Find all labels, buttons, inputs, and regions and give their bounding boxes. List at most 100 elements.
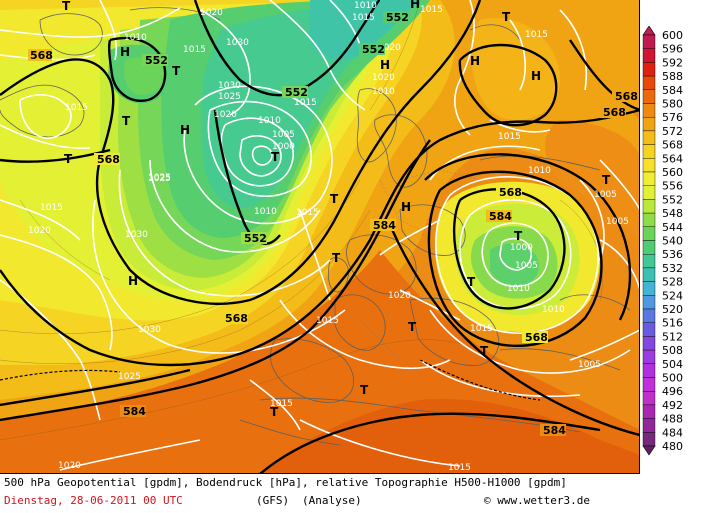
low-pressure-marker: T — [502, 10, 511, 24]
height-label: 552 — [142, 54, 168, 67]
caption-date: Dienstag, 28-06-2011 00 UTC — [4, 494, 183, 507]
field-cutoff-540 — [490, 243, 539, 286]
legend-swatch — [642, 418, 656, 433]
pressure-label: 1015 — [352, 13, 375, 23]
low-pressure-marker: T — [467, 275, 476, 289]
color-scale-legend: 600 596 592 588 584 580 576 572 568 564 560 556 552 5… — [640, 25, 704, 456]
pressure-label: 1030 — [125, 230, 148, 240]
pressure-label: 1015 — [270, 399, 293, 409]
legend-swatch — [642, 144, 656, 159]
pressure-label: 1005 — [515, 261, 538, 271]
legend-arrow-down — [642, 445, 656, 456]
pressure-label: 1015 — [296, 208, 319, 218]
svg-text:584: 584 — [543, 424, 566, 437]
height-label: 584 — [370, 219, 396, 232]
legend-swatch — [642, 158, 656, 173]
caption-description: 500 hPa Geopotential [gpdm], Bodendruck … — [4, 476, 567, 489]
svg-text:584: 584 — [123, 405, 146, 418]
legend-label: 576 — [662, 111, 683, 124]
pressure-label: 1010 — [507, 284, 530, 294]
legend-swatch — [642, 322, 656, 337]
legend-label: 488 — [662, 413, 683, 426]
legend-label: 572 — [662, 125, 683, 138]
low-pressure-marker: T — [514, 229, 523, 243]
svg-text:552: 552 — [386, 11, 409, 24]
low-pressure-marker: T — [64, 152, 73, 166]
high-pressure-marker: H — [120, 45, 130, 59]
legend-swatch — [642, 363, 656, 378]
pressure-label: 1020 — [388, 291, 411, 301]
pressure-label: 1015 — [65, 103, 88, 113]
pressure-label: 1015 — [498, 132, 521, 142]
legend-swatch — [642, 185, 656, 200]
pressure-label: 1020 — [200, 8, 223, 18]
legend-label: 496 — [662, 385, 683, 398]
height-labels: 568 552 552 552 552 568 568 552 568 584 … — [28, 11, 638, 437]
height-label: 568 — [522, 331, 548, 344]
legend-swatch — [642, 349, 656, 365]
height-label: 568 — [222, 312, 248, 325]
legend-label: 596 — [662, 43, 683, 56]
legend-swatch — [642, 336, 656, 351]
legend-label: 548 — [662, 207, 683, 220]
caption-mode: (Analyse) — [302, 494, 362, 507]
low-pressure-marker: T — [271, 150, 280, 164]
legend-label: 568 — [662, 139, 683, 152]
legend-swatch — [642, 116, 656, 132]
pressure-label: 1025 — [148, 174, 171, 184]
pressure-label: 1030 — [218, 81, 241, 91]
pressure-label: 1015 — [40, 203, 63, 213]
legend-label: 524 — [662, 289, 683, 302]
legend-label: 512 — [662, 330, 683, 343]
low-pressure-marker: T — [360, 383, 369, 397]
pressure-label: 1020 — [28, 226, 51, 236]
legend-swatch — [642, 377, 656, 392]
pressure-label: 1010 — [528, 166, 551, 176]
height-label: 568 — [612, 90, 638, 103]
pressure-label: 1020 — [214, 110, 237, 120]
field-south-588 — [261, 399, 639, 473]
pressure-label: 1015 — [316, 316, 339, 326]
height-label: 552 — [383, 11, 409, 24]
pressure-label: 1000 — [510, 243, 533, 253]
legend-swatch — [642, 34, 656, 49]
legend-label: 532 — [662, 262, 683, 275]
legend-swatch — [642, 103, 656, 118]
pressure-label: 1015 — [420, 5, 443, 15]
pressure-label: 1015 — [470, 324, 493, 334]
legend-label: 588 — [662, 70, 683, 83]
legend-swatch — [642, 130, 656, 145]
height-label: 584 — [120, 405, 146, 418]
svg-text:568: 568 — [603, 106, 626, 119]
svg-text:552: 552 — [362, 43, 385, 56]
legend-swatch — [642, 48, 656, 63]
svg-text:552: 552 — [145, 54, 168, 67]
legend-swatch — [642, 62, 656, 77]
pressure-label: 1025 — [118, 372, 141, 382]
low-pressure-marker: T — [330, 192, 339, 206]
legend-swatch — [642, 240, 656, 255]
high-pressure-marker: H — [401, 200, 411, 214]
pressure-label: 1010 — [254, 207, 277, 217]
low-pressure-marker: T — [62, 0, 71, 13]
legend-swatch — [642, 281, 656, 296]
high-pressure-marker: H — [128, 274, 138, 288]
high-pressure-centers: H H H H H H H H — [120, 0, 541, 288]
height-label: 552 — [359, 43, 385, 56]
svg-text:552: 552 — [244, 232, 267, 245]
height-label: 552 — [282, 86, 308, 99]
low-pressure-centers: T T T T T T T T T T T T T T T — [62, 0, 611, 419]
high-pressure-marker: H — [380, 58, 390, 72]
legend-label: 564 — [662, 152, 683, 165]
pressure-label: 1030 — [226, 38, 249, 48]
svg-text:552: 552 — [285, 86, 308, 99]
svg-text:584: 584 — [373, 219, 396, 232]
geopotential-contours — [0, 0, 639, 473]
pressure-label: 1030 — [138, 325, 161, 335]
pressure-label: 1005 — [594, 190, 617, 200]
legend-swatch — [642, 75, 656, 90]
legend-label: 500 — [662, 372, 683, 385]
legend-swatch — [642, 432, 656, 447]
legend-label: 520 — [662, 303, 683, 316]
pressure-label: 1025 — [148, 173, 171, 183]
